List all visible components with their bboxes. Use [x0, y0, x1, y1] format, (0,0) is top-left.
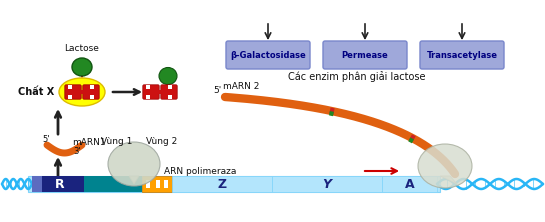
- Text: Vùng 1: Vùng 1: [101, 137, 132, 146]
- Bar: [146, 85, 150, 89]
- Text: Permease: Permease: [342, 50, 389, 59]
- Polygon shape: [129, 176, 139, 184]
- Ellipse shape: [59, 78, 105, 106]
- FancyBboxPatch shape: [161, 85, 177, 99]
- Bar: [68, 95, 72, 99]
- Bar: [90, 85, 94, 89]
- Bar: [156, 180, 160, 188]
- Text: 3': 3': [73, 147, 81, 156]
- Text: R: R: [55, 178, 65, 190]
- Bar: [77, 90, 87, 94]
- Bar: [168, 95, 172, 99]
- Bar: [172, 176, 272, 192]
- Text: A: A: [405, 178, 414, 190]
- Bar: [155, 90, 165, 94]
- FancyBboxPatch shape: [323, 41, 407, 69]
- Text: Y: Y: [323, 178, 331, 190]
- Ellipse shape: [418, 144, 472, 188]
- Bar: [168, 85, 172, 89]
- Bar: [28, 176, 440, 192]
- Ellipse shape: [72, 58, 92, 76]
- Text: mARN 2: mARN 2: [223, 82, 259, 91]
- FancyBboxPatch shape: [143, 85, 159, 99]
- Text: Các enzim phân giải lactose: Các enzim phân giải lactose: [288, 71, 426, 82]
- Bar: [84, 176, 142, 192]
- Ellipse shape: [108, 142, 160, 186]
- Bar: [142, 176, 172, 192]
- Ellipse shape: [159, 67, 177, 85]
- Text: ARN polimeraza: ARN polimeraza: [164, 168, 237, 176]
- FancyBboxPatch shape: [83, 85, 99, 99]
- Bar: [272, 176, 382, 192]
- Bar: [68, 85, 72, 89]
- Bar: [146, 95, 150, 99]
- Text: β-Galactosidase: β-Galactosidase: [230, 50, 306, 59]
- FancyBboxPatch shape: [65, 85, 81, 99]
- Text: Transacetylase: Transacetylase: [427, 50, 498, 59]
- Text: Z: Z: [217, 178, 227, 190]
- Bar: [382, 176, 437, 192]
- Text: Vùng 2: Vùng 2: [146, 137, 177, 146]
- Bar: [32, 176, 84, 192]
- Bar: [32, 176, 42, 192]
- FancyBboxPatch shape: [226, 41, 310, 69]
- Bar: [90, 95, 94, 99]
- Bar: [146, 180, 150, 188]
- Text: 5': 5': [42, 135, 50, 144]
- FancyBboxPatch shape: [420, 41, 504, 69]
- Bar: [164, 180, 168, 188]
- Text: 5': 5': [213, 86, 221, 95]
- Text: Lactose: Lactose: [64, 44, 99, 53]
- Text: mARN1: mARN1: [72, 138, 106, 147]
- Polygon shape: [440, 176, 457, 184]
- Text: Chất X: Chất X: [18, 87, 54, 97]
